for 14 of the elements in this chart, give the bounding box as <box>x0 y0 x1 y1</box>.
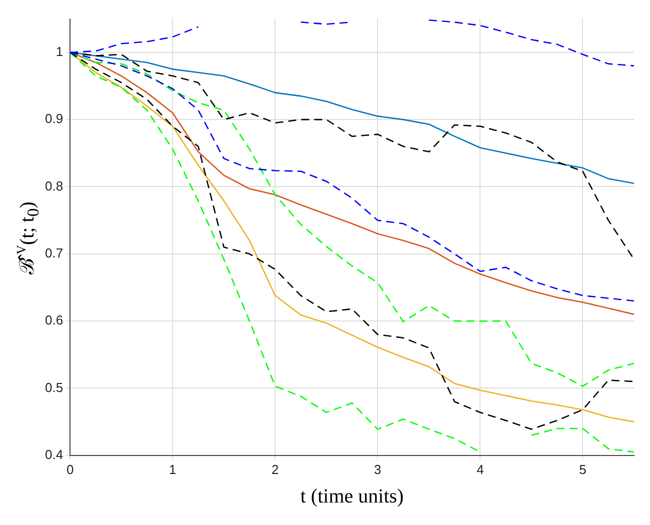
x-tick-label: 2 <box>272 462 279 477</box>
y-tick-label: 1 <box>56 44 64 59</box>
x-tick-label: 5 <box>579 462 586 477</box>
y-tick-label: 0.5 <box>44 380 64 395</box>
x-axis-title: t (time units) <box>300 485 404 508</box>
y-tick-label: 0.6 <box>44 312 64 328</box>
y-tick-label: 0.9 <box>44 111 64 126</box>
x-tick-label: 3 <box>374 462 382 477</box>
y-tick-label: 0.4 <box>44 446 64 462</box>
x-tick-label: 4 <box>476 462 484 477</box>
y-tick-label: 0.8 <box>44 178 64 194</box>
y-tick-label: 0.7 <box>44 245 64 260</box>
x-tick-label: 0 <box>66 462 74 477</box>
x-tick-label: 1 <box>168 462 176 477</box>
